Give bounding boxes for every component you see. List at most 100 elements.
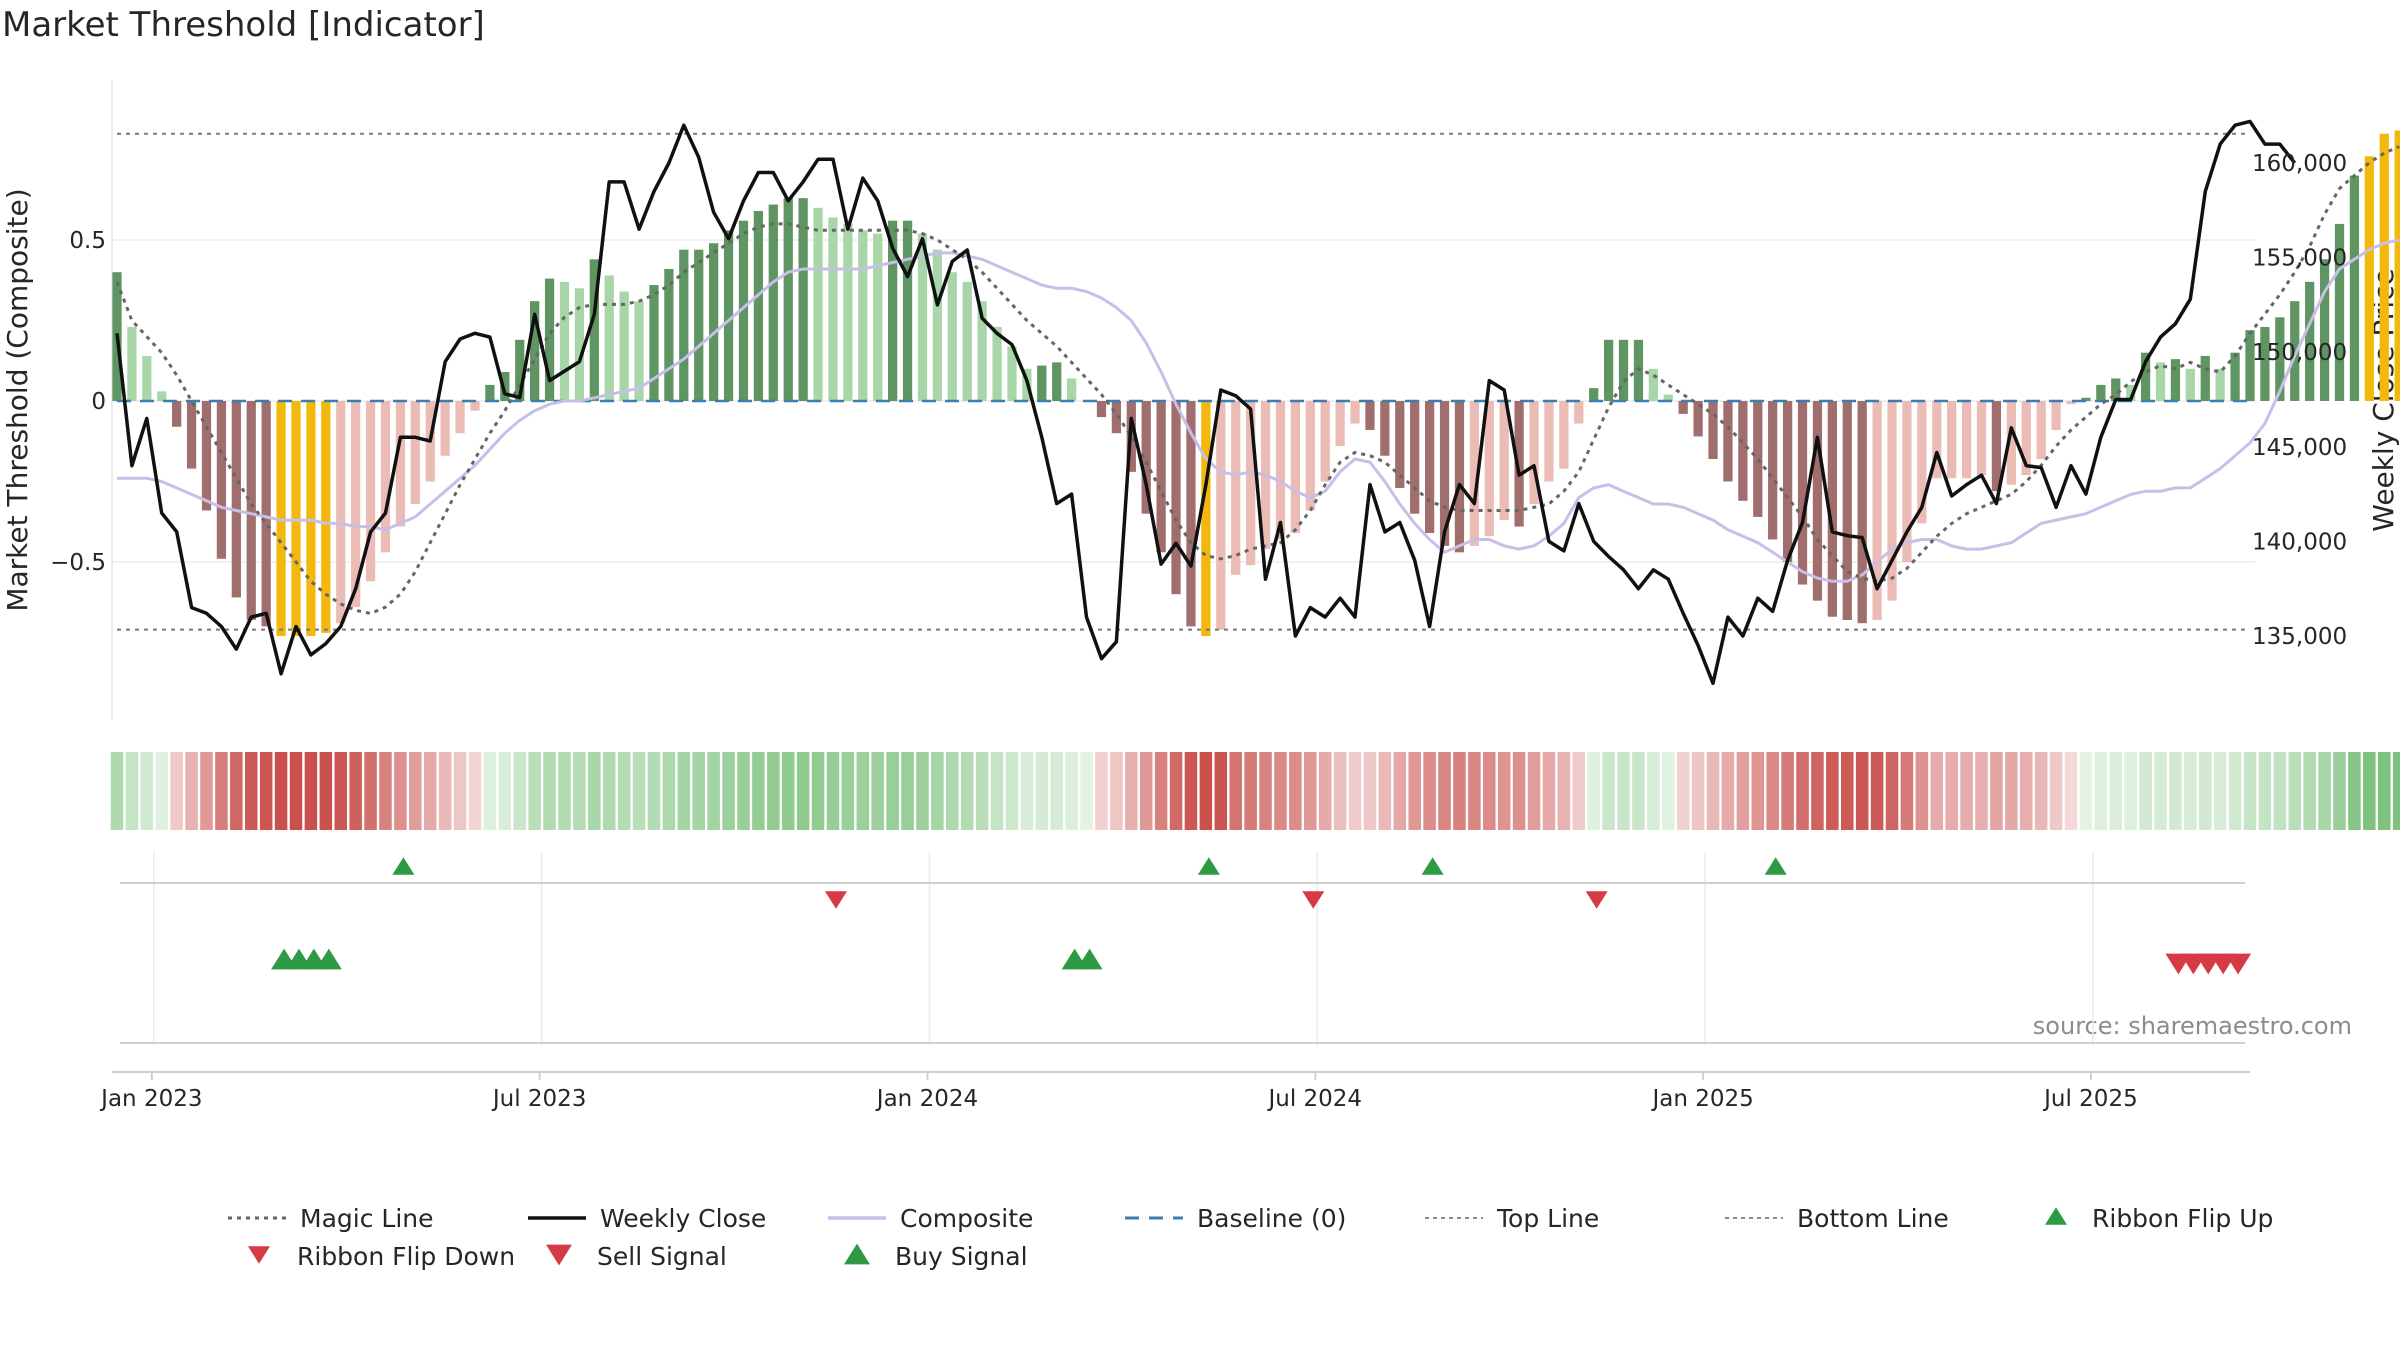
composite-bar [634, 301, 644, 401]
ribbon-cell [1796, 752, 1809, 830]
ribbon-cell [1930, 752, 1944, 830]
composite-bar [2245, 330, 2255, 401]
ribbon-cell [2198, 752, 2212, 830]
x-tick-label: Jul 2023 [491, 1086, 587, 1112]
composite-bar [574, 288, 585, 401]
composite-bar [365, 401, 376, 582]
composite-bar [2155, 362, 2166, 401]
ribbon-cell [1304, 752, 1317, 830]
x-tick-label: Jul 2024 [1266, 1086, 1362, 1112]
ribbon-cell [960, 752, 974, 830]
composite-bar [1663, 394, 1673, 401]
ribbon-cell [349, 752, 362, 830]
ribbon-flip-down-marker [1585, 891, 1608, 909]
ribbon-cell [1602, 752, 1615, 830]
legend-label: Magic Line [300, 1204, 434, 1233]
ribbon-flip-up-marker [392, 857, 415, 875]
composite-bar [1827, 401, 1837, 617]
ribbon-cell [737, 752, 750, 830]
composite-bar [1902, 401, 1912, 562]
composite-bar [2066, 401, 2076, 405]
ribbon-cell [1676, 752, 1690, 830]
composite-bar [321, 401, 331, 633]
ribbon-cell [1855, 752, 1869, 830]
composite-bar [828, 217, 838, 401]
ribbon-cell [215, 752, 228, 830]
ribbon-cell [752, 752, 765, 830]
ribbon-cell [1975, 752, 1988, 830]
composite-bar [1544, 401, 1554, 482]
ribbon-cell [1080, 752, 1093, 830]
composite-bar [917, 233, 928, 401]
legend-swatch-buy [844, 1243, 870, 1265]
ribbon-cell [2333, 752, 2346, 830]
ribbon-cell [2005, 752, 2018, 830]
ribbon-cell [1274, 752, 1287, 830]
ribbon-flip-down-marker [1302, 891, 1325, 909]
buy-signal-marker [315, 948, 342, 970]
composite-bar [2051, 401, 2061, 430]
composite-bar [753, 211, 764, 401]
ribbon-cell [647, 752, 661, 830]
ribbon-cell [602, 752, 616, 830]
composite-bar [1887, 401, 1897, 601]
composite-bar [1216, 401, 1226, 630]
composite-bar [2394, 130, 2400, 401]
x-tick-label: Jan 2023 [99, 1086, 202, 1112]
ribbon-cell [856, 752, 870, 830]
composite-bar [783, 198, 793, 401]
ribbon-cell [1497, 752, 1511, 830]
ribbon-cell [1542, 752, 1556, 830]
composite-bar [1589, 388, 1599, 401]
composite-line [117, 238, 2400, 583]
ribbon-cell [1587, 752, 1600, 830]
composite-bar [962, 281, 972, 401]
composite-bar [1245, 401, 1256, 566]
ribbon-cell [1781, 752, 1794, 830]
ribbon-cell [379, 752, 392, 830]
y-tick-label: 0 [91, 389, 106, 415]
ribbon-cell [901, 752, 914, 830]
source-label: source: sharemaestro.com [2033, 1012, 2352, 1040]
ribbon-cell [841, 752, 855, 830]
composite-bar [455, 401, 465, 434]
ribbon-cell [2154, 752, 2167, 830]
ribbon-cell [274, 752, 288, 830]
ribbon-cell [1363, 752, 1377, 830]
ribbon-cell [1647, 752, 1660, 830]
y2-tick-label: 145,000 [2252, 435, 2347, 461]
ribbon-cell [1393, 752, 1407, 830]
ribbon-cell [558, 752, 571, 830]
ribbon-cell [2049, 752, 2063, 830]
ribbon-cell [1721, 752, 1735, 830]
ribbon-cell [304, 752, 318, 830]
ribbon-cell [170, 752, 183, 830]
ribbon-cell [1184, 752, 1198, 830]
composite-bar [1186, 401, 1196, 627]
composite-bar [1484, 401, 1494, 537]
ribbon-cell [1572, 752, 1586, 830]
ribbon-flip-up-marker [1421, 857, 1444, 875]
ribbon-cell [1005, 752, 1019, 830]
ribbon-cell [811, 752, 825, 830]
ribbon-cell [125, 752, 139, 830]
composite-bar [2290, 301, 2300, 401]
ribbon-cell [796, 752, 810, 830]
gridlines [111, 80, 2255, 1073]
composite-bar [992, 326, 1002, 401]
ribbon-cell [1229, 752, 1242, 830]
ribbon-cell [588, 752, 601, 830]
ribbon-cell [1333, 752, 1347, 830]
composite-bar [798, 198, 808, 401]
ribbon-cell [722, 752, 735, 830]
legend-label: Ribbon Flip Down [297, 1242, 515, 1271]
composite-bar [1529, 401, 1539, 505]
composite-bar [2170, 359, 2181, 401]
ribbon-cell [2213, 752, 2227, 830]
ribbon-cell [1915, 752, 1929, 830]
ribbon-cell [498, 752, 512, 830]
composite-bar [1365, 401, 1375, 430]
ribbon-cell [707, 752, 720, 830]
ribbon-cell [931, 752, 944, 830]
ribbon-cell [1259, 752, 1272, 830]
